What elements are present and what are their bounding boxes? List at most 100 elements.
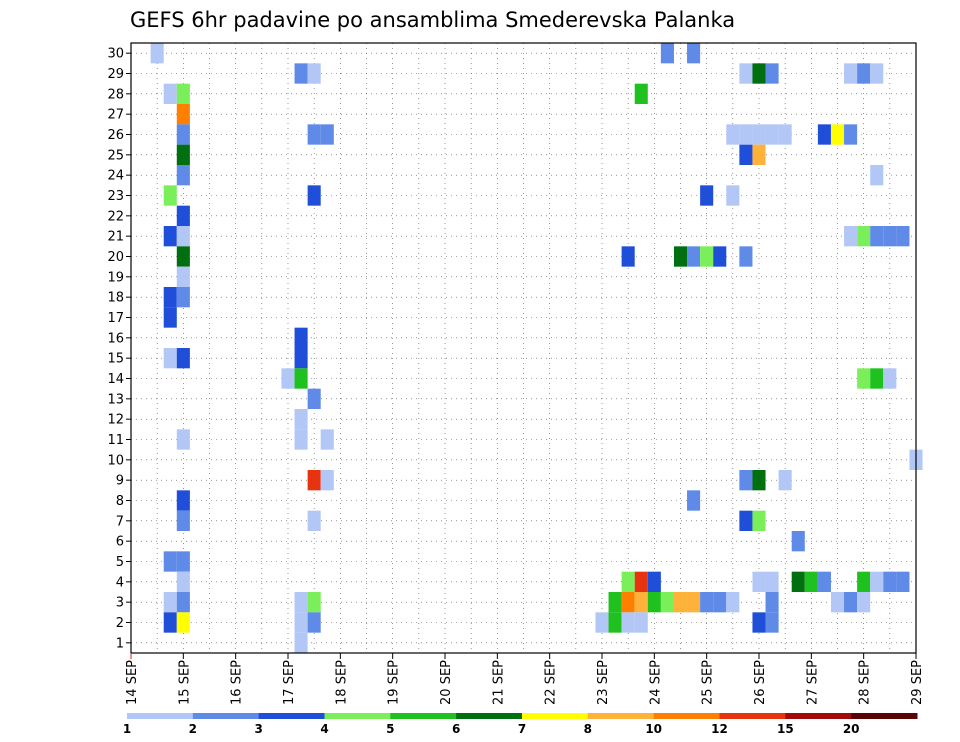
heatmap-cell	[307, 470, 321, 491]
heatmap-cell	[883, 368, 897, 389]
colorbar-swatch	[587, 713, 655, 719]
y-tick-label: 23	[107, 189, 124, 204]
heatmap-cell	[739, 510, 753, 531]
heatmap-cell	[687, 490, 701, 511]
heatmap-cell	[150, 43, 164, 64]
heatmap-cell	[176, 104, 190, 125]
heatmap-cell	[647, 592, 661, 613]
heatmap-cell	[647, 571, 661, 592]
heatmap-cell	[176, 551, 190, 572]
heatmap-cell	[163, 307, 177, 328]
heatmap-cell	[883, 226, 897, 247]
heatmap-cell	[176, 612, 190, 633]
y-tick-label: 14	[107, 372, 124, 387]
heatmap-cell	[307, 612, 321, 633]
heatmap-cell	[752, 510, 766, 531]
heatmap-cell	[778, 470, 792, 491]
heatmap-cell	[791, 531, 805, 552]
heatmap-cell	[320, 429, 334, 450]
heatmap-cell	[870, 368, 884, 389]
heatmap-cell	[176, 571, 190, 592]
heatmap-cell	[765, 571, 779, 592]
x-tick-label: 23 SEP	[596, 660, 611, 705]
heatmap-cell	[765, 592, 779, 613]
heatmap-cell	[163, 612, 177, 633]
y-tick-label: 15	[107, 352, 124, 367]
heatmap-cell	[163, 592, 177, 613]
heatmap-cell	[726, 124, 740, 145]
y-tick-label: 20	[107, 250, 124, 265]
heatmap-cell	[176, 429, 190, 450]
x-tick-label: 20 SEP	[439, 660, 454, 705]
heatmap-cell	[687, 592, 701, 613]
heatmap-cell	[307, 185, 321, 206]
heatmap-cell	[621, 612, 635, 633]
colorbar-swatch	[324, 713, 391, 719]
heatmap-cell	[739, 470, 753, 491]
heatmap-cells	[150, 43, 923, 653]
colorbar-label: 3	[254, 722, 262, 736]
heatmap-cell	[176, 205, 190, 226]
heatmap-cell	[673, 246, 688, 267]
heatmap-cell	[163, 185, 177, 206]
colorbar-label: 15	[777, 722, 794, 736]
heatmap-cell	[163, 551, 177, 572]
heatmap-cell	[176, 592, 190, 613]
heatmap-cell	[294, 368, 308, 389]
y-tick-label: 7	[116, 514, 124, 529]
colorbar-label: 12	[711, 722, 728, 736]
heatmap-cell	[817, 571, 831, 592]
heatmap-cell	[634, 571, 648, 592]
heatmap-cell	[595, 612, 609, 633]
colorbar-swatch	[258, 713, 325, 719]
heatmap-cell	[294, 612, 308, 633]
y-tick-label: 22	[107, 209, 124, 224]
y-tick-label: 5	[116, 555, 124, 570]
heatmap-cell	[700, 592, 714, 613]
y-axis-ticks: 1234567891011121314151617181920212223242…	[107, 47, 131, 651]
heatmap-cell	[870, 226, 884, 247]
x-tick-label: 24 SEP	[648, 660, 663, 705]
heatmap-cell	[857, 368, 871, 389]
heatmap-cell	[844, 63, 858, 84]
heatmap-cell	[294, 429, 308, 450]
heatmap-cell	[752, 612, 766, 633]
heatmap-cell	[857, 63, 871, 84]
heatmap-cell	[896, 571, 910, 592]
grid-lines	[130, 43, 917, 653]
y-tick-label: 17	[107, 311, 124, 326]
heatmap-cell	[778, 124, 792, 145]
colorbar-label: 1	[123, 722, 131, 736]
heatmap-cell	[307, 124, 321, 145]
colorbar-label: 10	[645, 722, 662, 736]
colorbar-swatch	[719, 713, 786, 719]
heatmap-cell	[896, 226, 910, 247]
heatmap-cell	[294, 348, 308, 369]
y-tick-label: 9	[116, 474, 124, 489]
heatmap-cell	[844, 226, 858, 247]
y-tick-label: 16	[107, 331, 124, 346]
heatmap-cell	[830, 124, 845, 145]
heatmap-cell	[844, 592, 858, 613]
heatmap-cell	[713, 246, 727, 267]
heatmap-cell	[739, 246, 753, 267]
heatmap-cell	[176, 287, 190, 308]
heatmap-cell	[621, 592, 635, 613]
x-tick-label: 16 SEP	[230, 660, 245, 705]
heatmap-cell	[713, 592, 727, 613]
heatmap-cell	[857, 571, 871, 592]
colorbar-swatch	[127, 713, 194, 719]
heatmap-cell	[870, 63, 884, 84]
colorbar-swatch	[522, 713, 589, 719]
y-tick-label: 29	[107, 67, 124, 82]
x-axis-ticks: 14 SEP 15 SEP 16 SEP 17 SEP 18 SEP 19 SEP 20 S…	[125, 653, 925, 705]
heatmap-cell	[294, 327, 308, 348]
heatmap-cell	[830, 592, 845, 613]
heatmap-cell	[307, 592, 321, 613]
y-tick-label: 1	[116, 636, 124, 651]
y-tick-label: 13	[107, 392, 124, 407]
y-tick-label: 8	[116, 494, 124, 509]
heatmap-cell	[163, 83, 177, 104]
heatmap-cell	[700, 185, 714, 206]
